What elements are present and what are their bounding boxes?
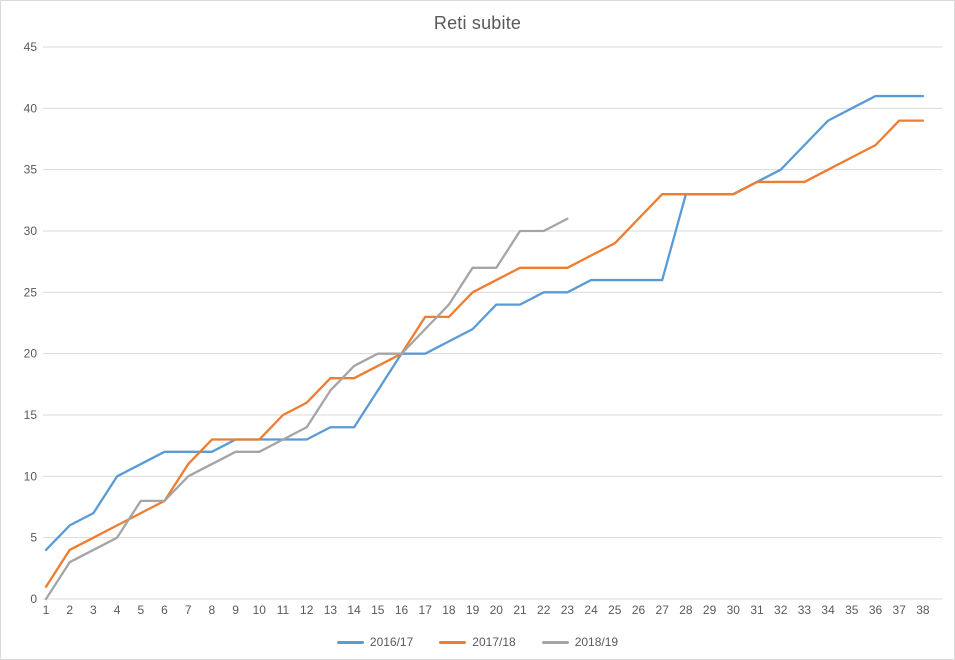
series-line-2016-17[interactable] (44, 94, 925, 552)
x-axis-tick-label: 30 (727, 603, 741, 617)
x-axis-tick-label: 18 (442, 603, 456, 617)
legend-item-2018-19[interactable]: 2018/19 (541, 635, 619, 649)
x-axis-tick-label: 12 (300, 603, 314, 617)
x-axis-tick-label: 3 (90, 603, 97, 617)
legend-item-2016-17[interactable]: 2016/17 (336, 635, 414, 649)
y-axis-tick-label: 30 (24, 224, 38, 238)
x-axis-tick-label: 29 (703, 603, 717, 617)
x-axis-tick-label: 14 (347, 603, 361, 617)
x-axis-tick-label: 9 (232, 603, 239, 617)
y-axis-tick-label: 25 (24, 285, 38, 299)
legend-line-swatch (541, 640, 569, 644)
x-axis-tick-label: 27 (656, 603, 670, 617)
legend-line-swatch (336, 640, 364, 644)
x-axis-tick-label: 8 (209, 603, 216, 617)
x-axis-tick-label: 34 (821, 603, 835, 617)
x-axis-tick-label: 2 (66, 603, 73, 617)
x-axis-tick-label: 20 (490, 603, 504, 617)
x-axis-tick-label: 32 (774, 603, 788, 617)
x-axis-tick-label: 11 (277, 603, 290, 617)
series-line-2018-19[interactable] (44, 217, 569, 601)
x-axis-tick-label: 13 (324, 603, 338, 617)
x-axis-tick-label: 4 (114, 603, 121, 617)
x-axis-tick-label: 22 (537, 603, 551, 617)
x-axis-tick-label: 37 (893, 603, 907, 617)
x-axis-tick-label: 26 (632, 603, 646, 617)
legend-label: 2018/19 (574, 635, 619, 649)
x-axis-tick-label: 35 (845, 603, 859, 617)
legend-item-2017-18[interactable]: 2017/18 (439, 635, 516, 649)
x-axis-tick-label: 28 (679, 603, 693, 617)
y-axis-tick-label: 40 (24, 101, 38, 115)
x-axis-tick-label: 5 (137, 603, 144, 617)
chart-legend: 2016/17 2017/18 2018/19 (1, 635, 954, 649)
x-axis-tick-label: 6 (161, 603, 168, 617)
x-axis-tick-label: 23 (561, 603, 575, 617)
y-axis-tick-label: 0 (30, 592, 37, 606)
y-axis-tick-label: 20 (24, 347, 38, 361)
x-axis-tick-label: 1 (43, 603, 50, 617)
x-axis-tick-label: 15 (371, 603, 385, 617)
series-line-2017-18[interactable] (44, 119, 925, 588)
x-axis-tick-label: 21 (513, 603, 527, 617)
x-axis-tick-label: 10 (253, 603, 267, 617)
x-axis-tick-label: 38 (916, 603, 930, 617)
y-axis-tick-label: 10 (24, 469, 38, 483)
x-axis-tick-label: 19 (466, 603, 480, 617)
y-axis-tick-label: 45 (24, 40, 38, 54)
chart-title[interactable]: Reti subite (433, 13, 522, 33)
x-axis-tick-label: 24 (584, 603, 598, 617)
legend-label: 2017/18 (472, 635, 516, 649)
y-axis-tick-label: 35 (24, 163, 38, 177)
x-axis-tick-label: 33 (798, 603, 812, 617)
x-axis-tick-label: 31 (750, 603, 764, 617)
legend-label: 2016/17 (369, 635, 414, 649)
legend-line-swatch (439, 640, 467, 644)
x-axis-tick-label: 17 (419, 603, 433, 617)
x-axis-tick-label: 7 (185, 603, 192, 617)
x-axis-tick-label: 16 (395, 603, 409, 617)
y-axis-tick-label: 15 (24, 408, 38, 422)
x-axis-tick-label: 36 (869, 603, 883, 617)
x-axis-tick-label: 25 (608, 603, 622, 617)
y-axis-tick-label: 5 (30, 531, 37, 545)
